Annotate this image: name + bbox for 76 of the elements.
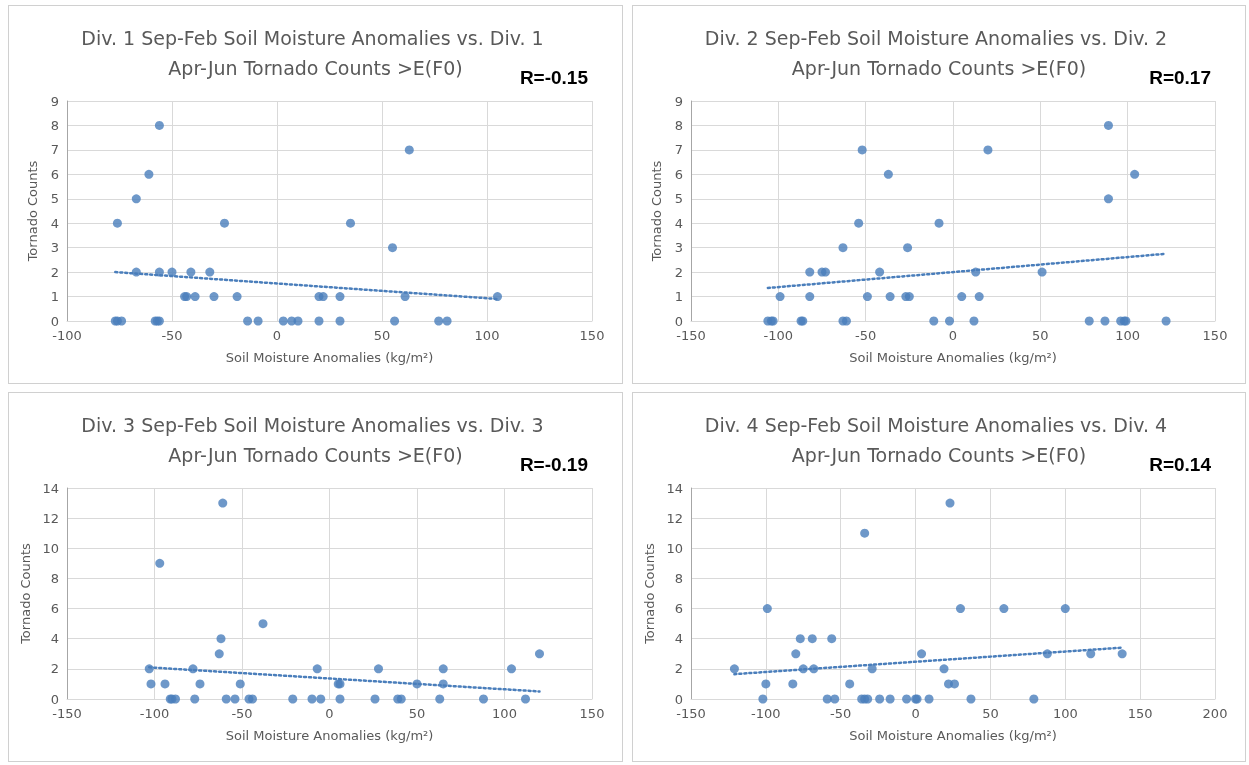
x-tick-label: 50 [373,328,391,343]
y-tick-label: 10 [42,540,59,556]
x-axis-title: Soil Moisture Anomalies (kg/m²) [849,728,1057,743]
text: R=0.17 [1149,67,1211,88]
x-tick-label: 0 [325,706,334,721]
y-tick-label: 6 [50,166,59,182]
y-tick-label: 14 [666,480,683,496]
y-axis-title: Tornado Counts [649,160,664,263]
y-tick-label: 0 [50,691,59,707]
y-tick-label: 0 [50,313,59,329]
y-tick-label: 10 [666,540,683,556]
x-tick-label: 0 [911,706,920,721]
x-tick-label: 50 [408,706,426,721]
y-tick-label: 2 [50,264,59,280]
y-tick-label: 8 [674,570,683,586]
x-axis-title: Soil Moisture Anomalies (kg/m²) [225,728,434,743]
y-tick-label: 8 [50,570,59,586]
text: R=0.14 [1149,454,1212,475]
x-tick-label: -50 [231,706,253,721]
x-tick-label: 50 [1032,328,1049,343]
y-tick-label: 1 [674,289,683,305]
text: R=-0.15 [519,67,589,88]
x-tick-label: -100 [751,706,781,721]
y-tick-label: 8 [50,117,59,133]
x-tick-label: -50 [830,706,852,721]
y-tick-label: 9 [50,93,59,109]
x-tick-label: 50 [982,706,999,721]
x-axis-title: Soil Moisture Anomalies (kg/m²) [225,350,434,365]
y-tick-label: 0 [674,313,683,329]
y-tick-label: 6 [50,601,59,617]
y-tick-label: 7 [50,142,59,158]
x-tick-label: -100 [763,328,794,343]
y-tick-label: 0 [674,691,683,707]
y-tick-label: 2 [50,661,59,677]
y-tick-label: 14 [42,480,59,496]
y-tick-label: 3 [50,240,59,256]
y-tick-label: 12 [666,510,683,526]
x-tick-label: 150 [579,328,605,343]
y-axis-title: Tornado Counts [641,542,657,645]
y-tick-label: 4 [674,631,683,647]
y-tick-label: 6 [674,166,683,182]
x-tick-label: 100 [1052,706,1078,721]
x-tick-label: 150 [1127,706,1153,721]
x-axis-title: Soil Moisture Anomalies (kg/m²) [849,350,1057,365]
y-tick-label: 1 [50,289,59,305]
y-tick-label: 8 [674,117,683,133]
x-tick-label: 200 [1202,706,1228,721]
x-tick-label: 100 [474,328,500,343]
y-tick-label: 5 [50,191,59,207]
x-tick-label: -100 [52,328,82,343]
y-tick-label: 6 [674,601,683,617]
text: R=-0.19 [519,454,588,475]
x-tick-label: -100 [139,706,170,721]
x-tick-label: -50 [855,328,877,343]
y-tick-label: 12 [42,510,59,526]
x-tick-label: 150 [579,706,605,721]
x-tick-label: -150 [676,328,706,343]
x-tick-label: -150 [676,706,706,721]
x-tick-label: -50 [161,328,183,343]
y-tick-label: 2 [674,264,683,280]
y-axis-title: Tornado Counts [25,160,40,263]
y-tick-label: 5 [674,191,683,207]
y-tick-label: 4 [674,215,683,231]
y-tick-label: 9 [674,93,683,109]
x-tick-label: 0 [948,328,958,343]
y-tick-label: 4 [50,215,59,231]
x-tick-label: -150 [52,706,82,721]
x-tick-label: 100 [1115,328,1141,343]
y-tick-label: 3 [674,240,683,256]
x-tick-label: 0 [272,328,282,343]
y-tick-label: 2 [674,661,683,677]
y-tick-label: 4 [50,631,59,647]
x-tick-label: 100 [492,706,517,721]
y-axis-title: Tornado Counts [17,542,33,645]
x-tick-label: 150 [1202,328,1228,343]
y-tick-label: 7 [674,142,683,158]
